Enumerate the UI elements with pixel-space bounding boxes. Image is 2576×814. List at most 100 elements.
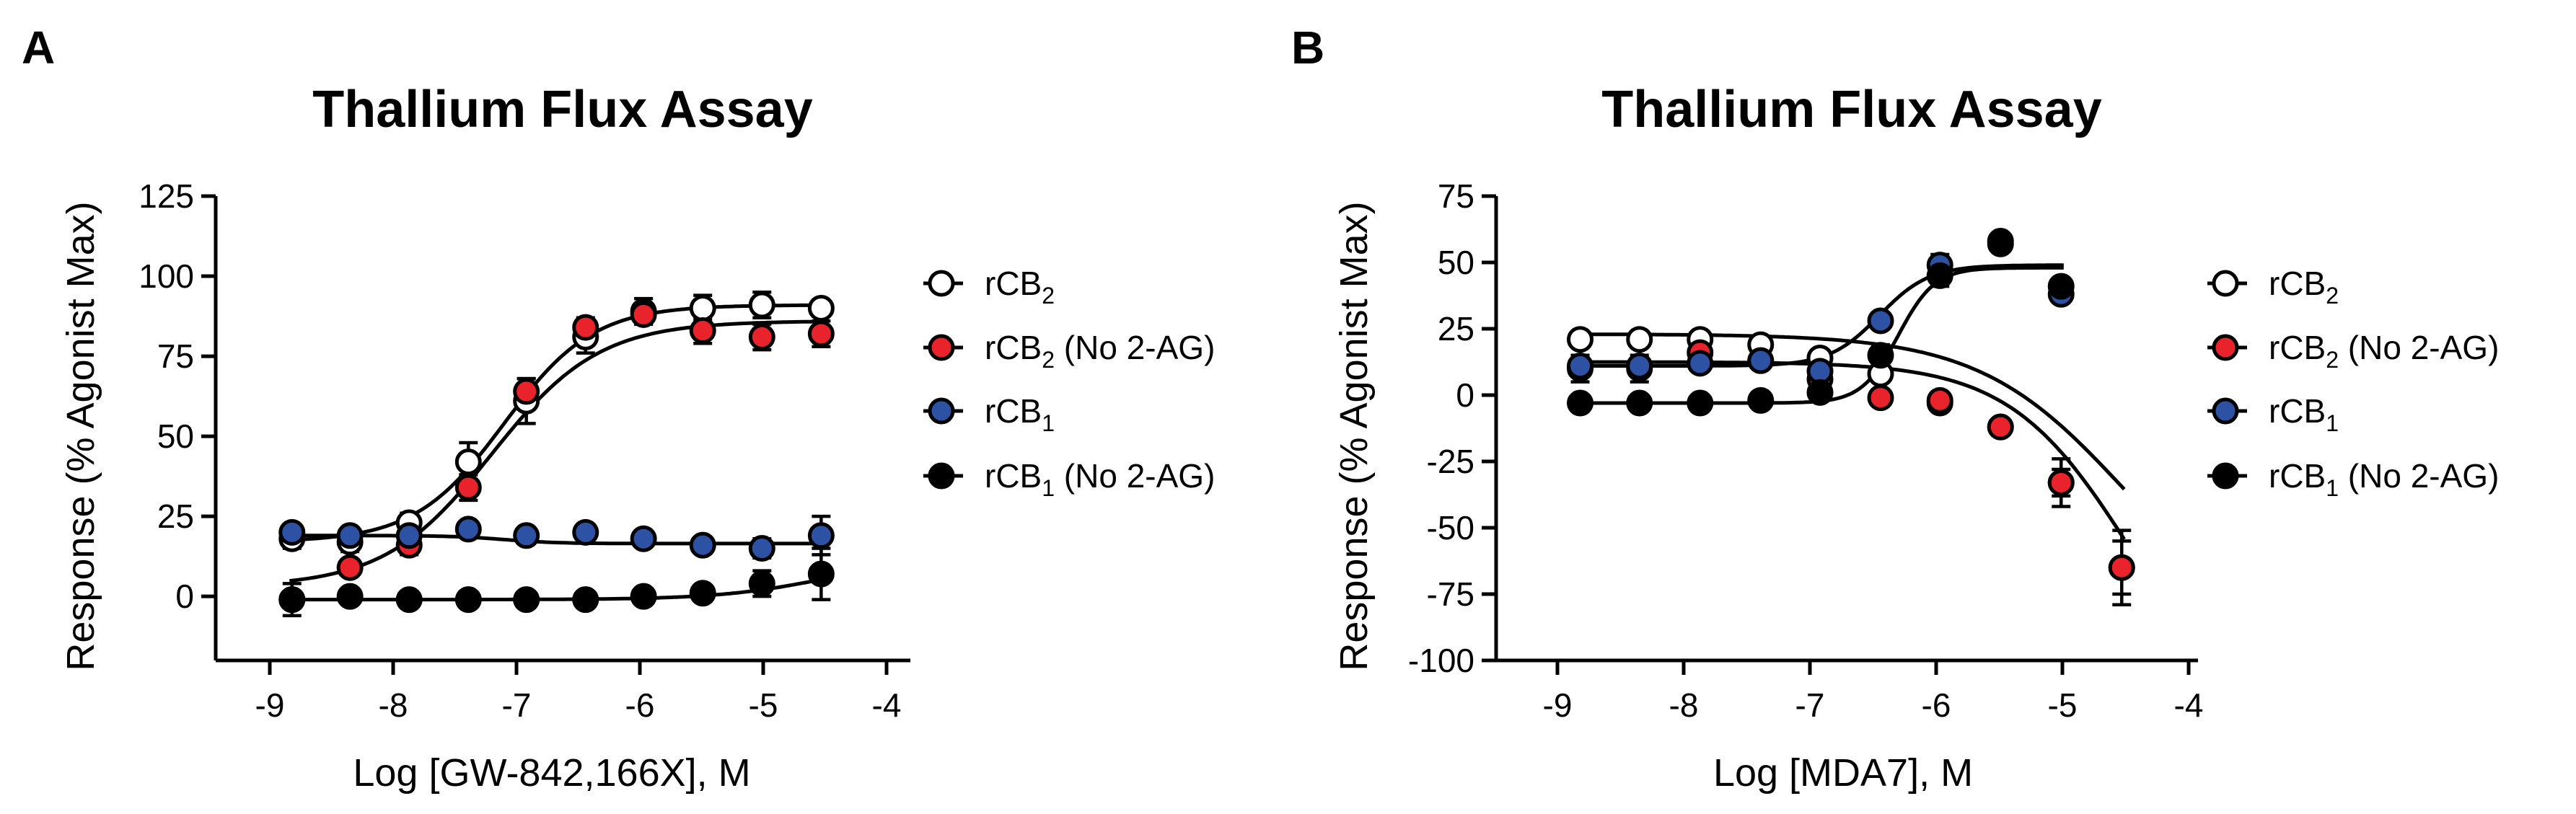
y-ticks: -100 -75 -50 -25 0 25 50 75 — [1408, 177, 1496, 679]
y-tick-label: 125 — [139, 177, 194, 215]
x-tick-label: -4 — [2174, 686, 2204, 724]
data-point — [1926, 386, 1953, 414]
legend-label: rCB2 (No 2-AG) — [2269, 329, 2499, 373]
data-point — [572, 586, 599, 614]
legend-marker — [928, 334, 955, 361]
y-tick-label: -75 — [1427, 575, 1474, 613]
legend-marker — [928, 397, 955, 425]
panel-letter: B — [1291, 22, 1324, 74]
data-point — [1567, 389, 1593, 417]
data-points — [1567, 228, 2135, 581]
y-tick-label: 0 — [1456, 376, 1474, 414]
fit-curves — [289, 303, 825, 602]
legend-marker — [2212, 270, 2239, 297]
data-point — [689, 294, 716, 322]
legend-label: rCB1 — [985, 392, 1055, 436]
data-point — [336, 522, 364, 549]
x-tick-label: -5 — [749, 686, 778, 724]
data-point — [1867, 384, 1894, 412]
x-tick-label: -6 — [1922, 686, 1951, 724]
fit-curve — [1578, 332, 2126, 491]
data-point — [1987, 230, 2014, 257]
legend-item: rCB2 — [2207, 265, 2339, 309]
legend-label: rCB2 (No 2-AG) — [985, 329, 1215, 373]
data-point — [689, 317, 716, 345]
data-point — [2108, 554, 2135, 581]
data-point — [630, 525, 657, 552]
data-point — [807, 522, 835, 549]
y-ticks: 0 25 50 75 100 125 — [139, 177, 216, 615]
panel-a: A Thallium Flux Assay Response (% Agonis… — [22, 22, 1215, 795]
data-point — [630, 583, 657, 610]
error-bars — [282, 290, 831, 618]
data-point — [1806, 379, 1834, 406]
data-point — [454, 474, 482, 501]
y-tick-label: 50 — [1438, 244, 1474, 281]
data-point — [1747, 386, 1775, 414]
x-tick-label: -9 — [255, 686, 285, 724]
x-tick-label: -4 — [872, 686, 902, 724]
legend-marker — [2212, 462, 2239, 490]
data-point — [454, 448, 482, 476]
data-point — [748, 570, 775, 597]
data-point — [454, 516, 482, 543]
fit-curve — [1578, 360, 2126, 541]
data-point — [748, 291, 775, 319]
panel-letter: A — [22, 22, 55, 74]
data-point — [748, 323, 775, 350]
y-tick-label: 25 — [1438, 310, 1474, 348]
error-bars — [1570, 234, 2132, 606]
data-point — [2047, 273, 2075, 300]
data-point — [336, 554, 364, 581]
legend-label: rCB1 — [2269, 392, 2339, 436]
data-point — [513, 522, 540, 549]
data-point — [1687, 389, 1714, 417]
data-point — [1567, 326, 1593, 353]
data-point — [395, 586, 423, 614]
legend-item: rCB2 (No 2-AG) — [923, 329, 1215, 373]
data-point — [395, 522, 423, 549]
y-tick-label: 0 — [175, 578, 194, 615]
data-point — [2047, 469, 2075, 496]
data-point — [336, 583, 364, 610]
data-point — [572, 518, 599, 546]
legend-marker — [928, 270, 955, 297]
y-tick-label: -50 — [1427, 509, 1474, 547]
data-point — [513, 378, 540, 405]
x-tick-label: -7 — [502, 686, 532, 724]
legend-item: rCB1 — [2207, 392, 2339, 436]
data-point — [807, 294, 835, 322]
axes — [214, 196, 910, 663]
y-tick-label: 75 — [1438, 177, 1474, 215]
legend-item: rCB1 — [923, 392, 1055, 436]
x-axis-label: Log [GW-842,166X], M — [353, 751, 750, 795]
x-tick-label: -6 — [625, 686, 655, 724]
data-point — [278, 518, 306, 546]
legend-item: rCB1 (No 2-AG) — [2207, 457, 2499, 501]
legend-marker — [2212, 397, 2239, 425]
data-point — [748, 535, 775, 562]
data-point — [1687, 350, 1714, 377]
legend-label: rCB1 (No 2-AG) — [2269, 457, 2499, 501]
data-point — [278, 586, 306, 614]
chart-title: Thallium Flux Assay — [312, 81, 813, 138]
data-point — [630, 301, 657, 328]
y-axis-label: Response (% Agonist Max) — [59, 201, 102, 671]
legend-item: rCB1 (No 2-AG) — [923, 457, 1215, 501]
y-tick-label: 25 — [157, 497, 194, 535]
data-point — [807, 320, 835, 348]
x-tick-label: -5 — [2048, 686, 2078, 724]
x-ticks: -9 -8 -7 -6 -5 -4 — [1543, 660, 2204, 724]
data-point — [572, 314, 599, 341]
x-tick-label: -9 — [1543, 686, 1573, 724]
x-axis-label: Log [MDA7], M — [1713, 751, 1973, 795]
x-tick-label: -8 — [1669, 686, 1699, 724]
chart-title: Thallium Flux Assay — [1601, 81, 2102, 138]
x-tick-label: -7 — [1795, 686, 1825, 724]
data-point — [807, 560, 835, 588]
legend: rCB2 rCB2 (No 2-AG) rCB1 rCB1 (No 2-AG) — [2207, 265, 2499, 501]
x-tick-label: -8 — [379, 686, 408, 724]
y-tick-label: 75 — [157, 337, 194, 375]
x-ticks: -9 -8 -7 -6 -5 -4 — [255, 660, 902, 724]
data-point — [1987, 413, 2014, 441]
